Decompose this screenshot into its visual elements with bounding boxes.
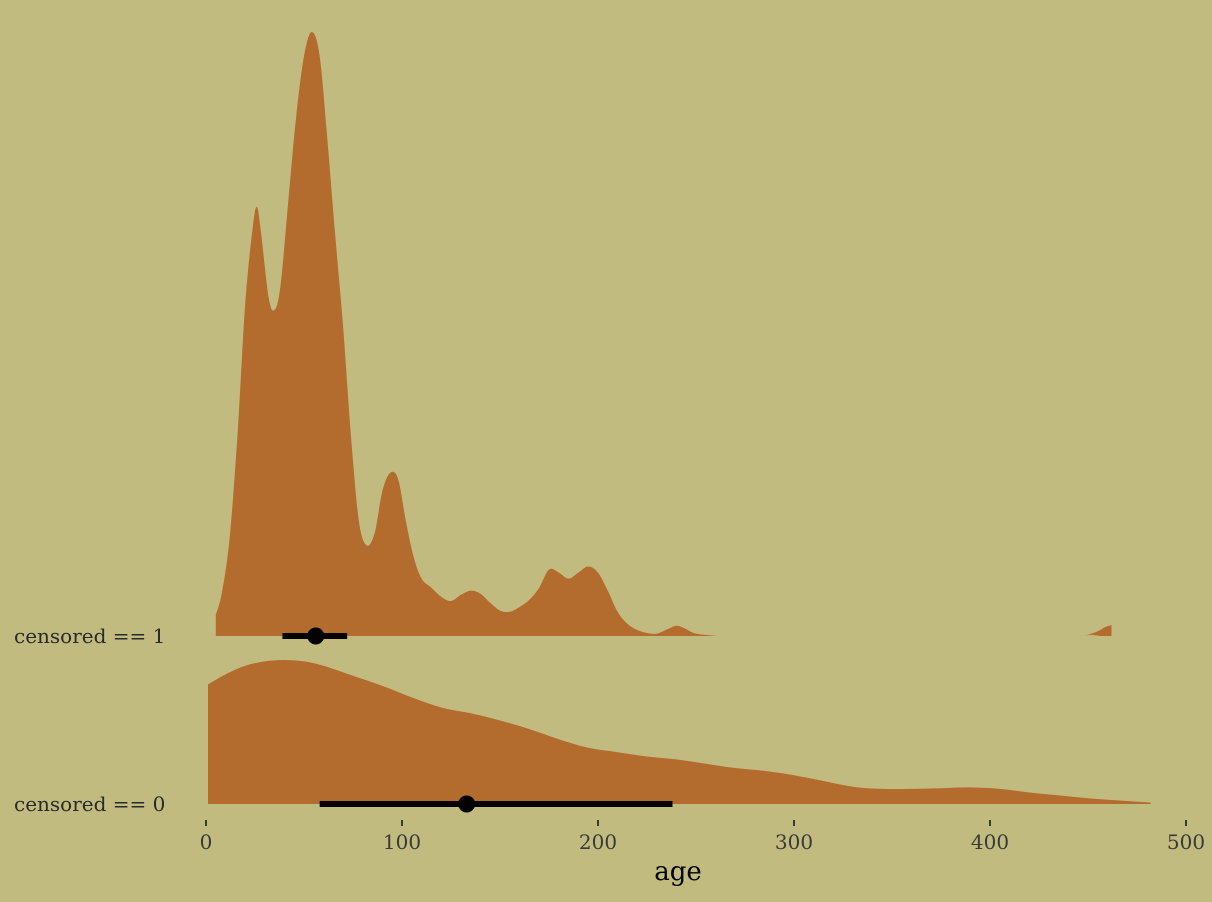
x-tick-label: 400: [971, 830, 1009, 854]
ridges-layer: [208, 32, 1151, 813]
x-axis-title: age: [654, 857, 702, 887]
density-area-censored-0: [208, 660, 1151, 804]
row-label-censored-1: censored == 1: [14, 624, 165, 648]
x-tick-label: 200: [579, 830, 617, 854]
density-area-censored-1: [215, 32, 1112, 636]
x-tick-label: 100: [383, 830, 421, 854]
x-tick-label: 0: [200, 830, 213, 854]
row-labels: censored == 1 censored == 0: [14, 624, 165, 816]
point-estimate-censored-1: [307, 627, 325, 645]
point-estimate-censored-0: [458, 795, 476, 813]
x-tick-label: 300: [775, 830, 813, 854]
x-axis: 0 100 200 300 400 500: [200, 820, 1205, 854]
row-label-censored-0: censored == 0: [14, 792, 165, 816]
x-tick-label: 500: [1167, 830, 1205, 854]
